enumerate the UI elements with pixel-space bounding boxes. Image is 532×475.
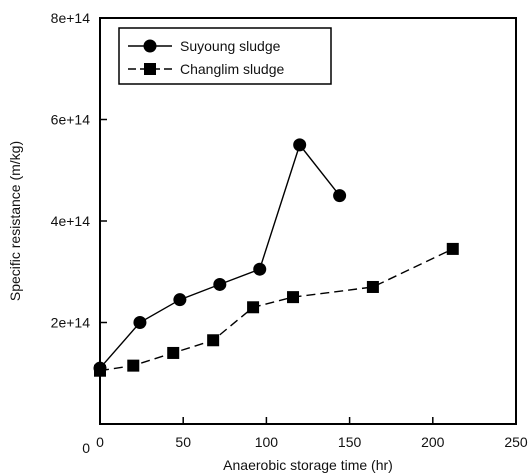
series-line	[99, 248, 454, 372]
data-point	[446, 242, 459, 255]
legend-entry: Suyoung sludge	[128, 38, 281, 54]
axis-ticks: 0 50 100 150 200 250 0 2e+14 4e+14 6e+14 8e+14	[51, 10, 528, 456]
data-point	[287, 291, 300, 304]
data-point	[207, 334, 220, 347]
y-tick-label: 8e+14	[51, 10, 91, 26]
data-point	[173, 293, 187, 307]
data-point	[213, 277, 227, 291]
x-tick-label: 200	[421, 434, 445, 450]
series-1	[93, 138, 347, 375]
legend: Suyoung sludge Changlim sludge	[118, 27, 332, 85]
data-point	[133, 316, 147, 329]
series-2	[94, 242, 459, 377]
legend-marker	[144, 63, 156, 75]
x-axis-label: Anaerobic storage time (hr)	[223, 457, 393, 473]
y-tick-label: 4e+14	[51, 213, 91, 229]
data-point	[94, 364, 106, 377]
y-tick-label: 2e+14	[51, 315, 91, 331]
data-point	[167, 346, 180, 359]
legend-label: Suyoung sludge	[180, 38, 281, 54]
x-tick-label: 100	[255, 434, 279, 450]
data-point	[253, 262, 267, 276]
y-axis-label: Specific resistance (m/kg)	[7, 141, 23, 301]
legend-marker	[143, 39, 157, 53]
data-point	[127, 359, 140, 372]
legend-label: Changlim sludge	[180, 61, 284, 77]
x-tick-label: 50	[175, 434, 191, 450]
y-tick-label: 0	[82, 440, 90, 456]
legend-entry: Changlim sludge	[128, 61, 284, 77]
x-tick-label: 250	[504, 434, 528, 450]
data-point	[247, 301, 260, 314]
data-point	[366, 280, 379, 293]
series-layer	[93, 138, 459, 377]
data-point	[293, 138, 307, 152]
x-tick-label: 0	[96, 434, 104, 450]
y-tick-label: 6e+14	[51, 112, 91, 128]
data-point	[333, 189, 347, 203]
x-tick-label: 150	[338, 434, 362, 450]
